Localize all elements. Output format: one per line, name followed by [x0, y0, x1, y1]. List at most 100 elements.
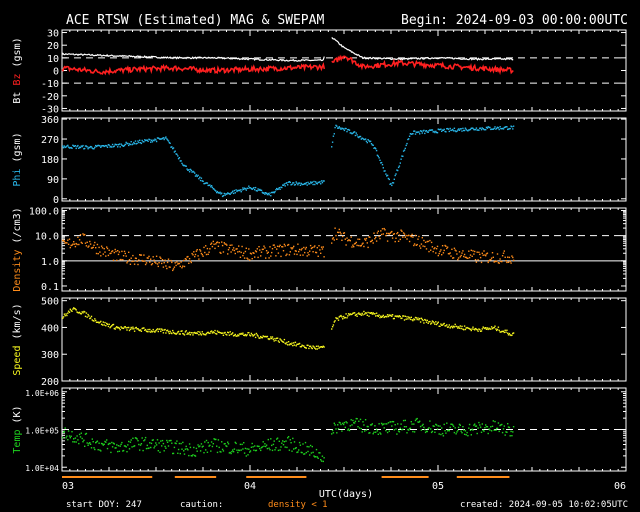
phi-point [273, 192, 275, 194]
phi-point [245, 189, 247, 191]
temp-point [496, 427, 499, 429]
speed-point [127, 326, 129, 329]
speed-point [229, 331, 231, 333]
phi-point [321, 181, 324, 184]
density-point [244, 250, 247, 253]
speed-point [408, 316, 410, 318]
temp-point [498, 430, 500, 433]
density-point [227, 253, 229, 255]
temp-point [486, 426, 489, 428]
phi-point [219, 191, 221, 193]
density-point [388, 233, 390, 235]
x-tick-label: 03 [62, 481, 74, 492]
speed-point [128, 329, 131, 332]
temp-point [441, 427, 443, 429]
density-point [359, 245, 362, 247]
speed-point [379, 316, 381, 319]
density-point [424, 241, 427, 243]
speed-point [213, 332, 215, 334]
density-point [84, 233, 86, 236]
phi-point [310, 182, 313, 184]
density-point [507, 261, 510, 263]
speed-point [248, 332, 250, 334]
density-point [490, 259, 492, 261]
phi-point [178, 157, 181, 159]
phi-point [156, 137, 159, 139]
density-point [349, 240, 351, 242]
phi-point [494, 126, 496, 128]
speed-point [241, 333, 243, 335]
temp-point [428, 427, 430, 429]
density-point [299, 254, 302, 256]
density-point [445, 245, 447, 247]
density-point [85, 245, 88, 247]
temp-point [442, 435, 445, 437]
temp-point [161, 445, 163, 447]
temp-point [412, 430, 414, 433]
phi-point [511, 126, 513, 128]
speed-point [221, 332, 223, 334]
phi-point [125, 141, 127, 144]
phi-point [222, 195, 225, 197]
speed-point [269, 338, 271, 340]
speed-point [292, 344, 294, 347]
temp-point [293, 441, 296, 443]
phi-point [177, 155, 179, 157]
temp-point [140, 443, 143, 445]
speed-point [194, 332, 197, 334]
density-point [172, 268, 175, 270]
phi-point [63, 145, 66, 147]
phi-point [221, 195, 224, 198]
speed-point [166, 330, 168, 332]
temp-point [435, 424, 438, 426]
temp-point [320, 459, 322, 461]
temp-point [475, 425, 478, 427]
density-point [458, 251, 461, 253]
density-point [315, 251, 318, 254]
speed-point [347, 315, 349, 317]
temp-point [387, 422, 390, 424]
y-tick-label: 180 [41, 155, 59, 166]
density-point [113, 251, 115, 254]
density-point [450, 255, 452, 257]
density-point [231, 244, 233, 246]
density-point [386, 232, 388, 235]
speed-point [358, 313, 361, 315]
temp-point [157, 450, 159, 452]
temp-point [235, 442, 237, 445]
speed-point [391, 315, 393, 317]
phi-point [213, 188, 215, 190]
temp-point [271, 444, 273, 447]
phi-point [365, 140, 368, 142]
speed-point [123, 326, 126, 328]
y-axis-label-unit: (gsm) [12, 132, 23, 168]
temp-point [274, 449, 276, 451]
density-point [477, 259, 479, 261]
density-point [149, 261, 151, 263]
speed-point [332, 324, 335, 326]
temp-point [161, 439, 164, 442]
temp-point [337, 428, 340, 430]
density-point [112, 259, 115, 261]
phi-point [72, 144, 74, 146]
density-point [276, 245, 279, 247]
temp-point [249, 450, 252, 452]
temp-point [390, 421, 392, 423]
speed-point [193, 332, 195, 334]
density-point [127, 260, 129, 263]
density-point [410, 235, 412, 238]
speed-point [83, 310, 85, 313]
density-point [94, 241, 96, 244]
speed-point [501, 330, 504, 333]
temp-point [84, 433, 87, 435]
temp-point [261, 446, 264, 448]
density-point [253, 252, 255, 254]
density-point [78, 239, 81, 241]
phi-point [73, 145, 75, 147]
temp-point [508, 426, 511, 429]
speed-point [249, 334, 251, 336]
phi-point [84, 145, 87, 147]
temp-point [150, 442, 153, 445]
density-point [407, 235, 409, 237]
phi-point [288, 181, 291, 183]
